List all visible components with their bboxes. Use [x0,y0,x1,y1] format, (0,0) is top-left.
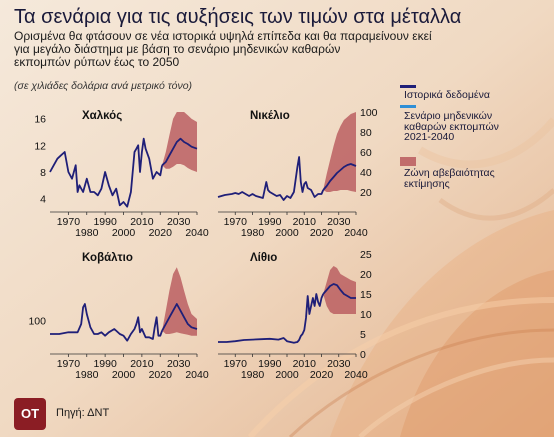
legend-label-historical: Ιστορικά δεδομένα [404,89,490,101]
x-tick-label: 1990 [93,358,117,370]
x-tick-label: 2030 [167,216,191,228]
panel-title: Κοβάλτιο [82,252,133,264]
x-tick-label: 2040 [185,227,209,239]
scenario-series-line [322,283,356,299]
source-note: Πηγή: ΔΝΤ [56,407,110,419]
x-tick-label: 2040 [344,369,368,381]
panel-title: Νικέλιο [250,110,290,122]
x-tick-label: 2020 [310,369,334,381]
uncertainty-band [162,267,197,336]
y-tick-label: 100 [360,107,378,119]
legend-swatch-historical [400,85,416,88]
y-tick-label: 5 [360,329,366,341]
x-tick-label: 2020 [149,227,173,239]
y-tick-label: 20 [360,269,372,281]
x-tick-label: 2030 [327,358,351,370]
x-tick-label: 2020 [310,227,334,239]
y-tick-label: 20 [360,187,372,199]
x-tick-label: 2020 [149,369,173,381]
y-tick-label: 60 [360,147,372,159]
historical-series-line [50,303,163,342]
y-tick-label: 10 [360,309,372,321]
chart-panel-3: 1970 1990 2010 2030 1980 2000 2020 2040 100 Κοβάλ… [28,252,208,381]
subtitle-line: για μεγάλο διάστημα με βάση το σενάριο μ… [14,42,341,56]
x-tick-label: 1970 [57,216,81,228]
chart-panel-4: 1970 1990 2010 2030 1980 2000 2020 2040 0 5 10 15 20… [218,249,372,381]
scenario-series-line [161,137,198,166]
x-tick-label: 2040 [344,227,368,239]
x-tick-label: 1990 [258,358,282,370]
chart-subtitle: Ορισμένα θα φτάσουν σε νέα ιστορικά υψηλ… [14,29,432,69]
y-tick-label: 16 [34,114,46,126]
x-tick-label: 2010 [293,358,317,370]
chart-title: Τα σενάρια για τις αυξήσεις των τιμών στ… [14,6,462,28]
x-tick-label: 1970 [57,358,81,370]
historical-series-line [218,293,325,344]
x-tick-label: 2010 [293,216,317,228]
subtitle-line: Ορισμένα θα φτάσουν σε νέα ιστορικά υψηλ… [14,29,432,43]
chart-panel-1: 1970 1990 2010 2030 1980 2000 2020 2040 4 8 12 16 Χα… [34,110,209,239]
scenario-series-line [322,163,357,191]
publisher-logo: ΟΤ [14,398,46,430]
y-tick-label: 4 [40,194,46,206]
x-tick-label: 2030 [327,216,351,228]
x-tick-label: 1980 [241,369,265,381]
uncertainty-band [162,112,197,172]
x-tick-label: 1970 [224,358,248,370]
x-tick-label: 1970 [224,216,248,228]
unit-note: (σε χιλιάδες δολάρια ανά μετρικό τόνο) [14,80,193,92]
scenario-series-line [161,303,198,332]
x-tick-label: 1980 [75,227,99,239]
panel-title: Χαλκός [82,110,122,122]
x-tick-label: 1990 [93,216,117,228]
x-tick-label: 1990 [258,216,282,228]
historical-series-line [217,156,325,201]
y-tick-label: 8 [40,167,46,179]
x-tick-label: 2000 [112,227,136,239]
x-tick-label: 1980 [75,369,99,381]
x-tick-label: 2010 [130,358,154,370]
x-tick-label: 2040 [185,369,209,381]
x-tick-label: 2000 [275,369,299,381]
y-tick-label: 0 [360,349,366,361]
uncertainty-band [323,112,356,192]
y-tick-label: 100 [28,316,46,328]
y-tick-label: 80 [360,127,372,139]
legend-label-scenario: Σενάριο μηδενικών καθαρών εκπομπών 2021-… [404,110,499,143]
x-tick-label: 2000 [112,369,136,381]
legend-swatch-band [400,157,416,166]
x-tick-label: 1980 [241,227,265,239]
y-tick-label: 12 [34,140,46,152]
y-tick-label: 40 [360,167,372,179]
legend-swatch-scenario [400,105,416,108]
legend-label-band: Ζώνη αβεβαιότητας εκτίμησης [404,167,495,190]
y-tick-label: 15 [360,289,372,301]
x-tick-label: 2010 [130,216,154,228]
x-tick-label: 2000 [275,227,299,239]
subtitle-line: εκπομπών ρύπων έως το 2050 [14,55,180,69]
y-tick-label: 25 [360,249,372,261]
panel-title: Λίθιο [250,252,277,264]
historical-series-line [49,137,163,208]
x-tick-label: 2030 [167,358,191,370]
